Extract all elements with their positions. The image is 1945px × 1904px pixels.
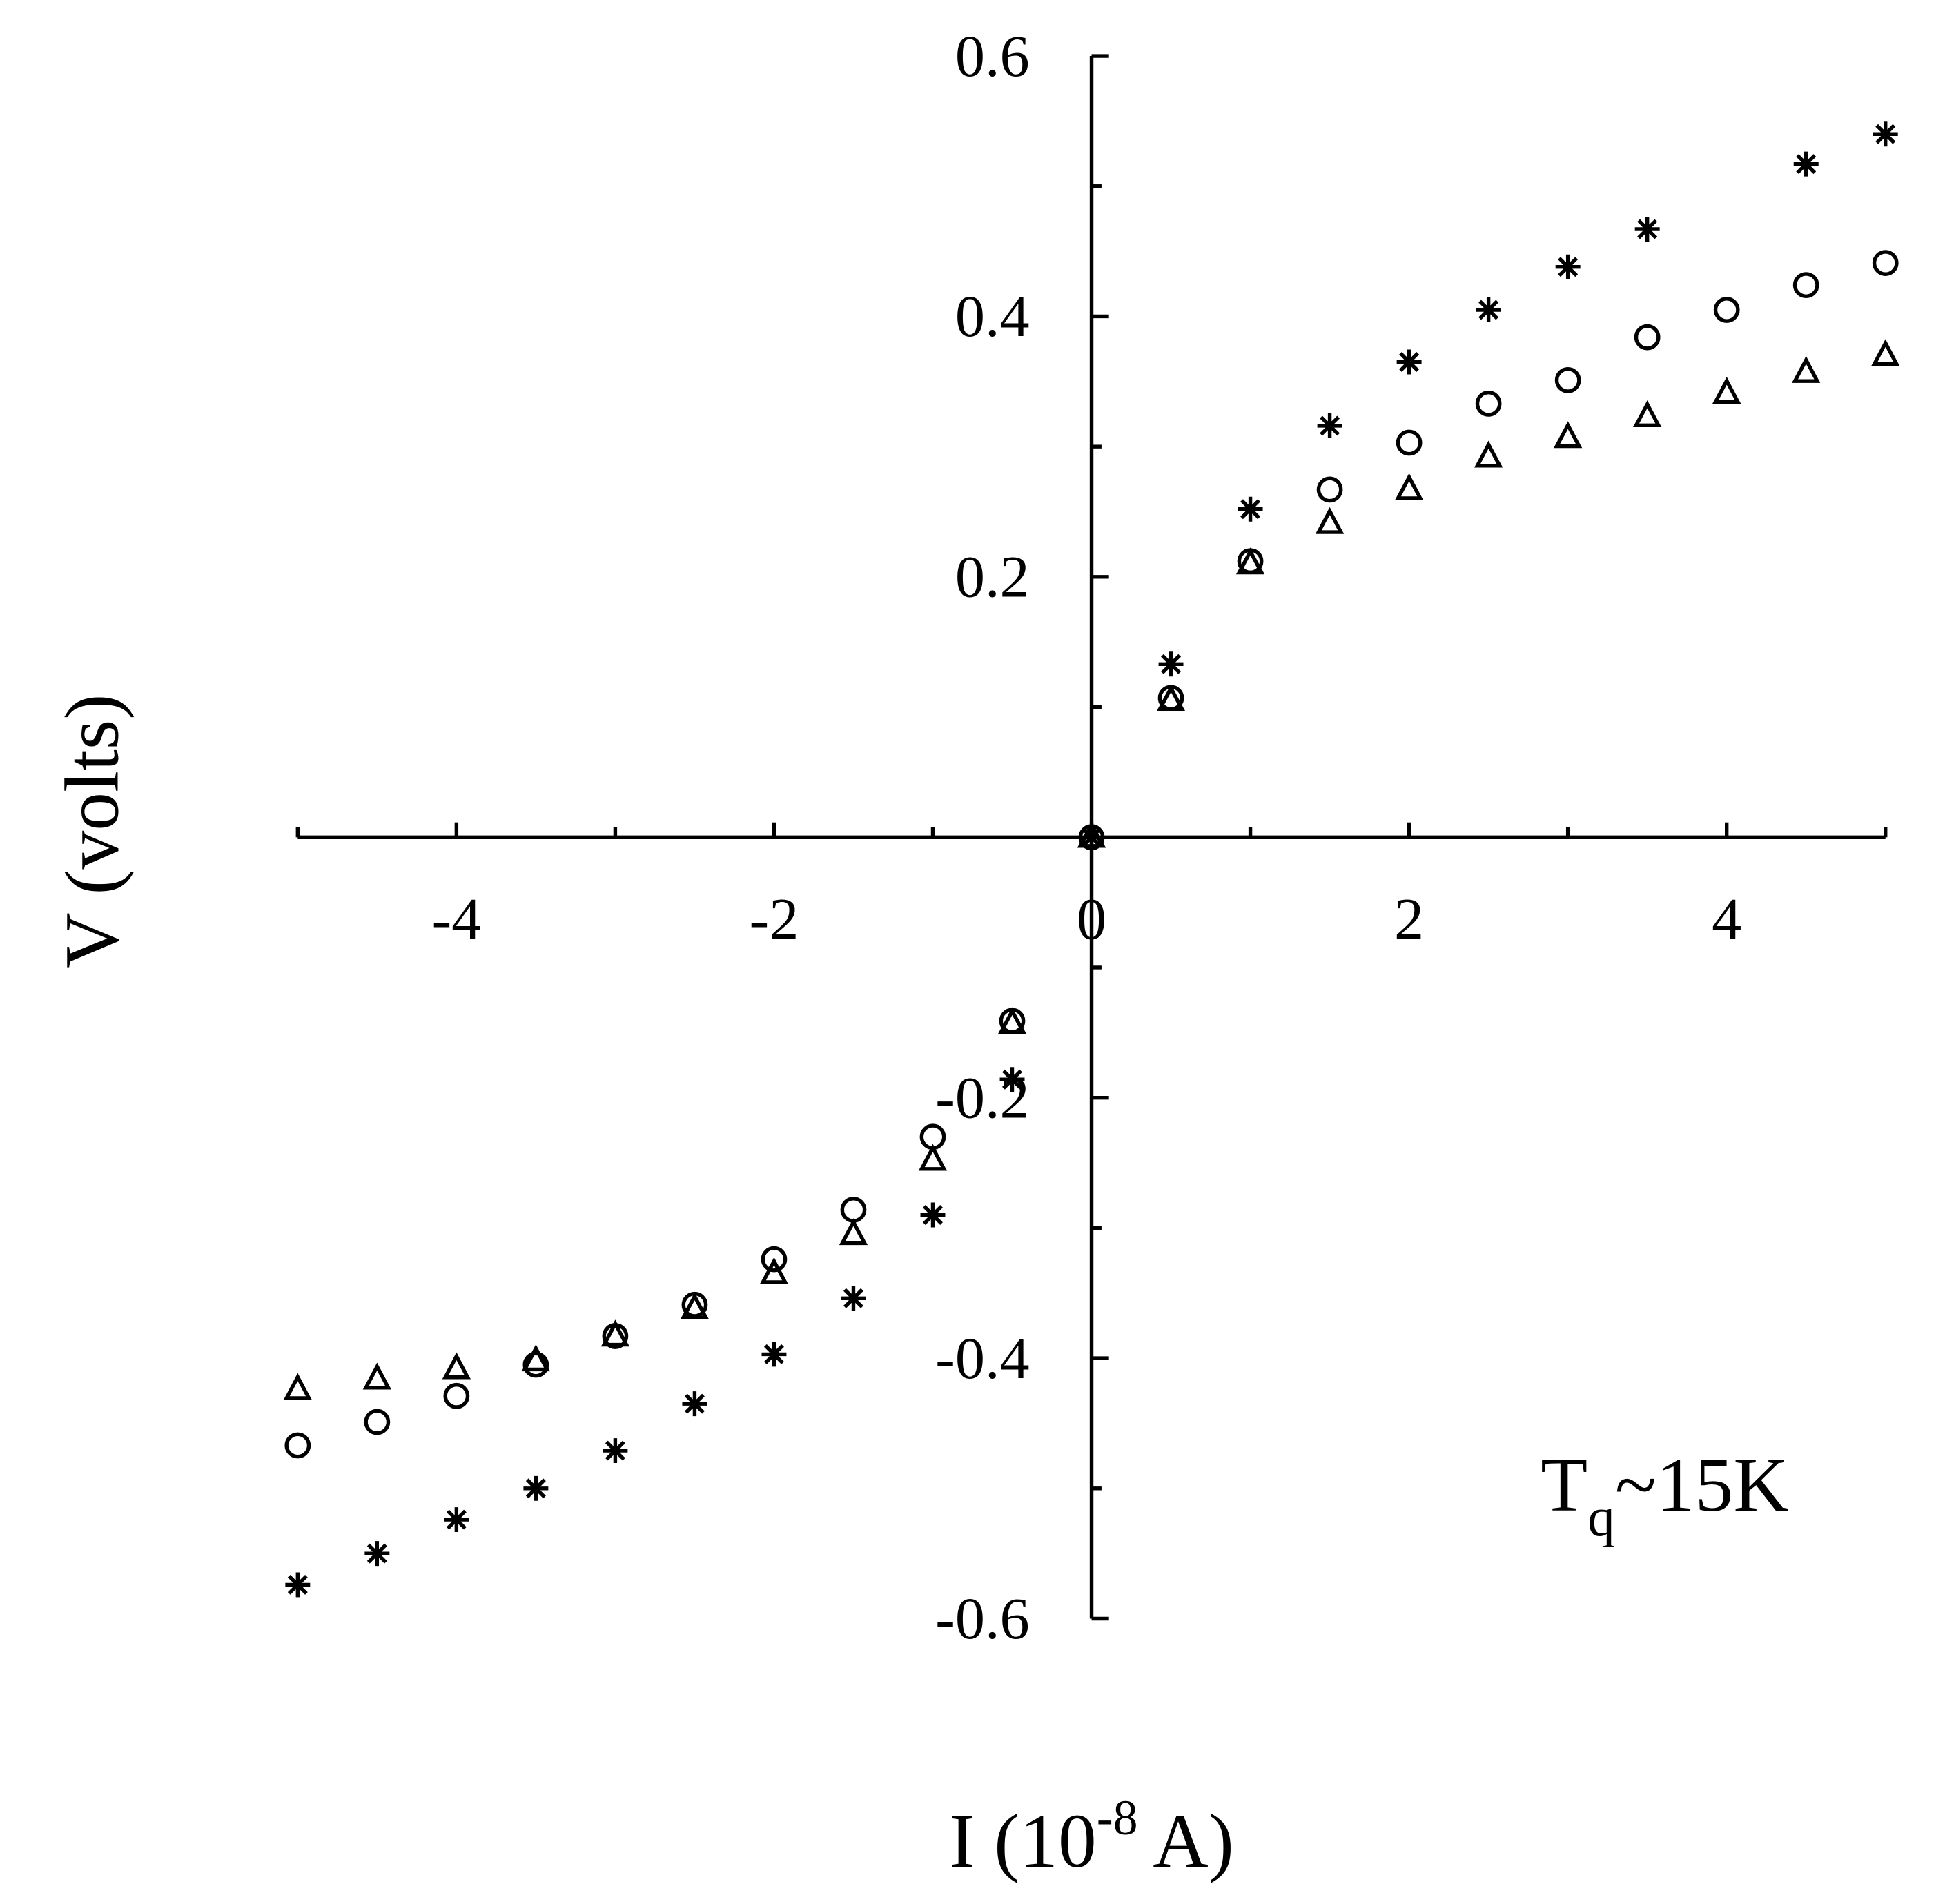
point [1079, 825, 1104, 850]
point [444, 1507, 469, 1533]
point [1872, 250, 1899, 276]
x-axis-title: I (10-8 A) [949, 1790, 1234, 1884]
point [680, 1292, 710, 1319]
point [364, 1541, 390, 1567]
point [522, 1351, 549, 1378]
point [1554, 367, 1581, 393]
point [364, 1409, 391, 1435]
x-tick-label: 2 [1394, 886, 1424, 952]
point [1396, 429, 1423, 456]
point [523, 1475, 549, 1501]
x-title-sup: -8 [1097, 1790, 1138, 1845]
x-tick-label: 0 [1077, 886, 1106, 952]
point [920, 1202, 946, 1228]
y-axis-title: V (volts) [50, 694, 135, 968]
point [1077, 821, 1106, 848]
y-tick-label: -0.4 [935, 1325, 1030, 1391]
annotation-main: T [1541, 1443, 1587, 1528]
point [997, 1007, 1027, 1034]
point [761, 1246, 788, 1273]
point [1555, 254, 1581, 279]
point [1713, 297, 1740, 323]
point [442, 1352, 471, 1380]
point [1792, 355, 1821, 383]
point [1634, 324, 1661, 351]
x-title-main: I (10 [949, 1799, 1096, 1884]
point [1396, 349, 1422, 375]
point [839, 1218, 868, 1246]
point [1158, 651, 1184, 677]
point [362, 1362, 391, 1390]
x-tick-label: -4 [431, 886, 481, 952]
point [1394, 473, 1424, 500]
point [1156, 684, 1186, 711]
point [1871, 339, 1900, 366]
point [1712, 377, 1741, 404]
point [521, 1344, 551, 1372]
point [1792, 272, 1819, 299]
point [1633, 400, 1662, 428]
point [1316, 476, 1343, 503]
point [999, 1067, 1025, 1092]
x-title-rest: A) [1138, 1799, 1234, 1884]
annotation-rest: ~15K [1615, 1443, 1789, 1528]
x-tick-label: -2 [750, 886, 799, 952]
point [840, 1197, 867, 1223]
point [600, 1319, 630, 1347]
point [761, 1342, 787, 1367]
point [443, 1382, 470, 1409]
y-tick-label: 0.2 [955, 544, 1030, 610]
point [918, 1144, 948, 1171]
point [1793, 151, 1819, 177]
point [285, 1572, 311, 1598]
y-tick-label: -0.6 [935, 1585, 1030, 1651]
point [682, 1391, 707, 1417]
point [1476, 297, 1501, 322]
point [284, 1432, 311, 1459]
point [841, 1286, 866, 1311]
point [1235, 547, 1265, 575]
point [1474, 440, 1503, 468]
point [1554, 421, 1583, 449]
point [1634, 217, 1660, 242]
y-tick-label: 0.4 [955, 283, 1030, 349]
y-tick-label: 0.6 [955, 23, 1030, 89]
point [1317, 413, 1342, 438]
point [1873, 121, 1898, 147]
annotation-sub: q [1587, 1488, 1615, 1548]
point [1475, 391, 1502, 417]
point [283, 1373, 312, 1400]
point [603, 1438, 628, 1464]
point [759, 1257, 789, 1284]
annotation: Tq~15K [1541, 1443, 1789, 1548]
x-tick-label: 4 [1712, 886, 1741, 952]
point [1315, 507, 1345, 534]
point [1238, 496, 1263, 522]
